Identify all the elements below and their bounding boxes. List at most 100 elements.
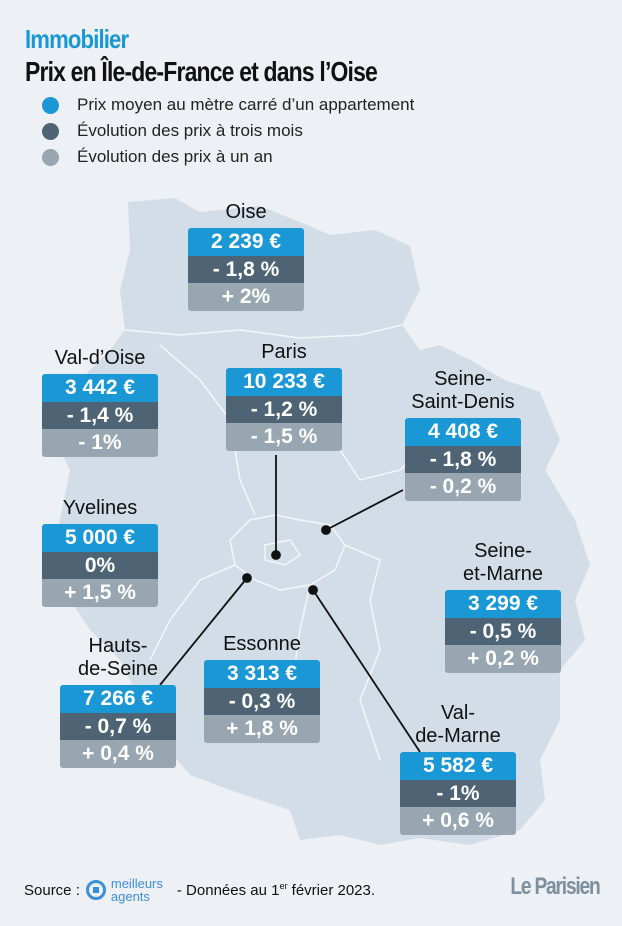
dot-val-de-marne: [308, 585, 318, 595]
price-per-sqm: 5 000 €: [42, 524, 158, 552]
price-box: 7 266 € - 0,7 % + 0,4 %: [60, 685, 176, 768]
change-one-year: + 1,8 %: [204, 715, 320, 743]
department-name-line: Hauts-: [88, 635, 148, 657]
logo-text: agents: [110, 889, 150, 904]
department-hauts-de-seine: Hauts-de-Seine 7 266 € - 0,7 % + 0,4 %: [60, 635, 176, 768]
price-per-sqm: 4 408 €: [405, 418, 521, 446]
department-name: Hauts-de-Seine: [60, 635, 176, 681]
department-name: Seine- Saint-Denis: [405, 368, 521, 414]
source-label: Source :: [24, 881, 80, 899]
department-seine-saint-denis: Seine- Saint-Denis 4 408 € - 1,8 % - 0,2 %: [405, 368, 521, 501]
change-one-year: + 0,4 %: [60, 740, 176, 768]
leader-seine-saint-denis: [325, 489, 404, 531]
price-per-sqm: 2 239 €: [188, 228, 304, 256]
department-name-line: Essonne: [223, 633, 301, 655]
meilleurs-agents-logo: meilleurs agents: [85, 876, 163, 904]
change-three-months: - 0,7 %: [60, 712, 176, 740]
price-per-sqm: 7 266 €: [60, 685, 176, 713]
legend-label: Prix moyen au mètre carré d’un apparteme…: [77, 95, 415, 114]
price-box: 3 313 € - 0,3 % + 1,8 %: [204, 660, 320, 743]
department-name: Val-de-Marne: [400, 702, 516, 748]
price-per-sqm: 5 582 €: [400, 752, 516, 780]
department-name-line: de-Seine: [77, 658, 159, 680]
legend: Prix moyen au mètre carré d’un apparteme…: [42, 92, 414, 170]
price-per-sqm: 3 299 €: [445, 590, 561, 618]
leader-hauts-de-seine: [159, 577, 248, 686]
department-name-line: de-Marne: [415, 725, 501, 747]
department-oise: Oise 2 239 € - 1,8 % + 2%: [188, 201, 304, 311]
legend-label: Évolution des prix à trois mois: [77, 121, 303, 140]
department-name-line: Oise: [225, 201, 267, 223]
le-parisien-logo: Le Parisien: [510, 873, 601, 900]
change-one-year: - 1%: [42, 429, 158, 457]
price-box: 3 442 € - 1,4 % - 1%: [42, 374, 158, 457]
change-three-months: 0%: [42, 551, 158, 579]
price-box: 5 582 € - 1% + 0,6 %: [400, 752, 516, 835]
department-seine-et-marne: Seine-et-Marne 3 299 € - 0,5 % + 0,2 %: [445, 540, 561, 673]
house-icon: [85, 880, 106, 900]
department-essonne: Essonne 3 313 € - 0,3 % + 1,8 %: [204, 633, 320, 743]
kicker: Immobilier: [25, 24, 129, 54]
change-one-year: + 1,5 %: [42, 579, 158, 607]
department-name: Essonne: [204, 633, 320, 656]
department-val-de-marne: Val-de-Marne 5 582 € - 1% + 0,6 %: [400, 702, 516, 835]
leader-lines: [159, 455, 421, 753]
department-name: Paris: [226, 341, 342, 364]
blue-dot-icon: [42, 96, 59, 114]
change-three-months: - 1%: [400, 779, 516, 807]
price-box: 2 239 € - 1,8 % + 2%: [188, 228, 304, 311]
dot-hauts-de-seine: [242, 573, 252, 583]
price-box: 5 000 €0% + 1,5 %: [42, 524, 158, 607]
department-name-line: Val-d’Oise: [54, 347, 146, 369]
department-name: Oise: [188, 201, 304, 224]
price-per-sqm: 10 233 €: [226, 368, 342, 396]
dot-seine-saint-denis: [321, 525, 331, 535]
change-three-months: - 1,8 %: [188, 255, 304, 283]
page-title: Prix en Île-de-France et dans l’Oise: [25, 56, 378, 87]
department-name-line: Seine-: [474, 540, 532, 562]
map-shape: [50, 198, 590, 845]
legend-item-one-year: Évolution des prix à un an: [42, 144, 414, 170]
department-name-line: Val-: [440, 702, 476, 724]
change-three-months: - 1,8 %: [405, 445, 521, 473]
change-one-year: + 0,2 %: [445, 645, 561, 673]
price-box: 4 408 € - 1,8 % - 0,2 %: [405, 418, 521, 501]
dot-paris: [271, 550, 281, 560]
change-three-months: - 0,5 %: [445, 617, 561, 645]
change-one-year: + 2%: [188, 283, 304, 311]
change-three-months: - 1,4 %: [42, 401, 158, 429]
change-one-year: - 1,5 %: [226, 423, 342, 451]
department-yvelines: Yvelines 5 000 €0% + 1,5 %: [42, 497, 158, 607]
leader-val-de-marne: [312, 589, 421, 753]
date-suffix: février 2023.: [287, 882, 376, 899]
date-prefix: - Données au 1: [176, 882, 280, 899]
department-name-line: Saint-Denis: [411, 391, 515, 413]
dark-dot-icon: [42, 122, 59, 140]
department-paris: Paris 10 233 € - 1,2 % - 1,5 %: [226, 341, 342, 451]
department-name: Yvelines: [42, 497, 158, 520]
department-name: Seine-et-Marne: [445, 540, 561, 586]
grey-dot-icon: [42, 148, 59, 166]
department-val-d-oise: Val-d’Oise 3 442 € - 1,4 % - 1%: [42, 347, 158, 457]
footer: Source : meilleurs agents - Données au 1e…: [24, 877, 375, 903]
change-one-year: + 0,6 %: [400, 807, 516, 835]
change-three-months: - 1,2 %: [226, 395, 342, 423]
department-name: Val-d’Oise: [42, 347, 158, 370]
price-box: 10 233 € - 1,2 % - 1,5 %: [226, 368, 342, 451]
legend-label: Évolution des prix à un an: [77, 147, 273, 166]
date-sup: er: [279, 881, 288, 891]
change-one-year: - 0,2 %: [405, 473, 521, 501]
change-three-months: - 0,3 %: [204, 687, 320, 715]
department-name-line: et-Marne: [462, 563, 544, 585]
department-name-line: Paris: [261, 341, 307, 363]
department-name-line: Yvelines: [62, 497, 138, 519]
price-box: 3 299 € - 0,5 % + 0,2 %: [445, 590, 561, 673]
logo-text: meilleurs: [110, 876, 163, 891]
price-per-sqm: 3 313 €: [204, 660, 320, 688]
legend-item-price: Prix moyen au mètre carré d’un apparteme…: [42, 92, 414, 118]
price-per-sqm: 3 442 €: [42, 374, 158, 402]
legend-item-three-months: Évolution des prix à trois mois: [42, 118, 414, 144]
department-name-line: Seine-: [434, 368, 492, 390]
date-note: - Données au 1er février 2023.: [177, 881, 375, 899]
